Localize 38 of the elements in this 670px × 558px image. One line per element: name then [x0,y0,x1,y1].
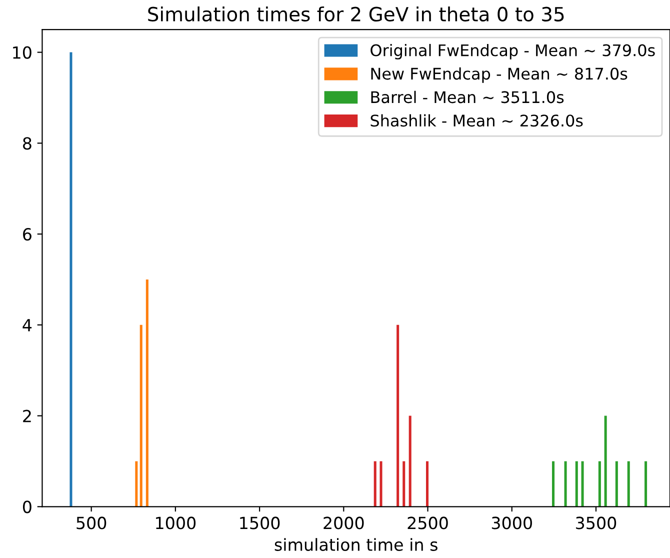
chart-title: Simulation times for 2 GeV in theta 0 to 35 [148,6,564,22]
x-axis-title: simulation time in s [274,538,438,551]
bar [598,461,601,507]
y-tick-label: 8 [23,137,32,150]
bar [146,279,148,507]
x-tick-label: 3000 [492,516,532,530]
bar [135,461,138,507]
bar [564,461,567,507]
bar [396,324,400,507]
x-tick-label: 1000 [156,516,196,530]
x-tick-label: 2000 [324,516,364,530]
y-tick-label: 0 [22,500,32,514]
bar [604,416,607,507]
x-tick-label: 500 [76,516,106,530]
y-tick-label: 10 [13,46,32,59]
bar [552,461,555,507]
bar [575,461,578,507]
bar [615,461,618,507]
bar [408,416,412,507]
bar [374,461,376,507]
bar [140,324,142,507]
x-tick-label: 1500 [240,516,280,530]
bar [581,461,584,507]
bar [70,52,72,507]
x-tick-label: 3500 [576,516,616,530]
bar [402,461,406,507]
y-tick-label: 4 [22,319,32,332]
bar [380,461,382,507]
x-tick-label: 2500 [408,516,448,530]
bar [644,461,648,507]
bar [627,461,630,507]
legend-label: Shashlik - Mean ~ 2326.0s [370,114,583,127]
legend-label: Original FwEndcap - Mean ~ 379.0s [370,44,655,60]
bar [426,461,429,507]
legend-label: Barrel - Mean ~ 3511.0s [371,90,564,104]
y-tick-label: 2 [23,410,31,422]
legend-label: New FwEndcap - Mean ~ 817.0s [371,67,628,83]
y-tick-label: 6 [23,228,32,241]
